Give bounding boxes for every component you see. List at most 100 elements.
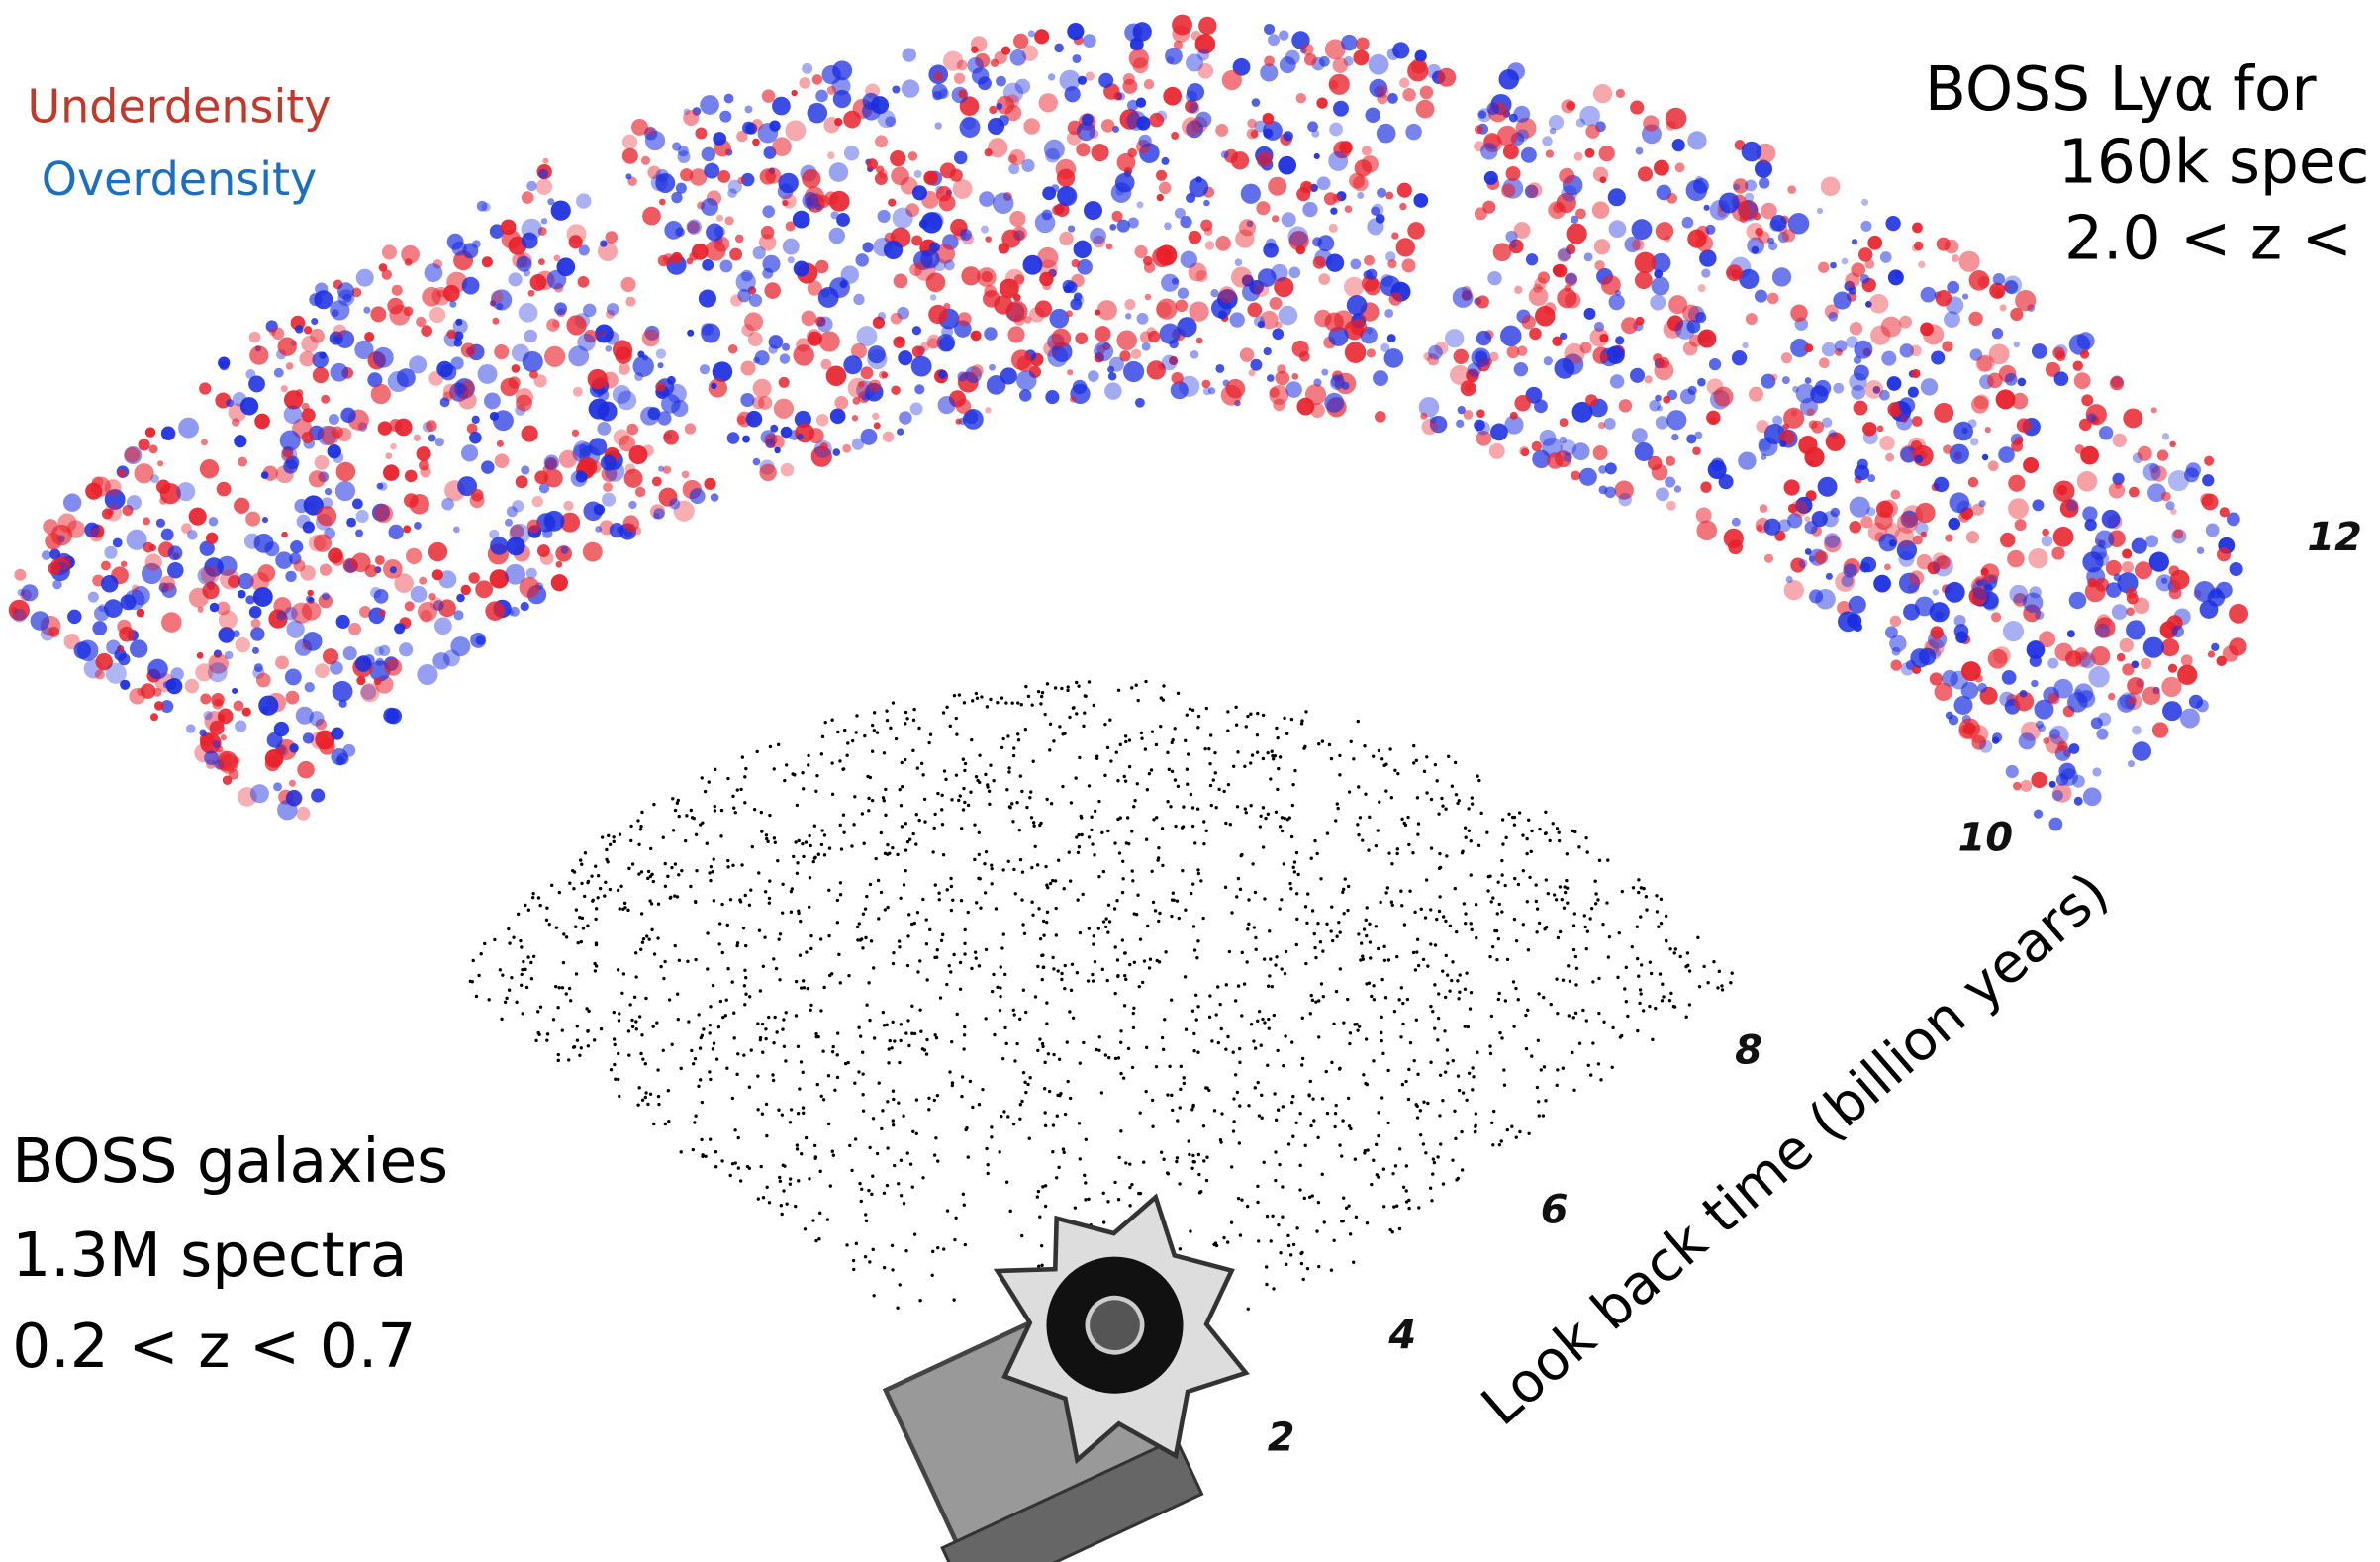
density-blob [2020, 690, 2028, 698]
density-blob [2126, 607, 2135, 616]
density-blob [979, 191, 995, 207]
density-blob [245, 512, 260, 527]
galaxy-point [868, 1146, 871, 1149]
density-blob [888, 198, 896, 206]
density-blob [2110, 376, 2124, 390]
galaxy-point [1051, 956, 1054, 959]
galaxy-point [886, 719, 889, 722]
galaxy-point [853, 795, 856, 798]
density-blob [556, 561, 563, 568]
density-blob [1864, 380, 1883, 399]
density-blob [2079, 419, 2092, 432]
density-blob [735, 235, 744, 244]
galaxy-point [881, 1109, 884, 1112]
galaxy-point [756, 1108, 759, 1111]
galaxy-point [1191, 709, 1194, 712]
density-blob [2186, 462, 2201, 477]
density-blob [1514, 395, 1531, 412]
density-blob [1172, 278, 1179, 285]
galaxy-point [1199, 879, 1202, 882]
density-blob [1221, 150, 1229, 158]
galaxy-point [797, 909, 800, 912]
galaxy-point [799, 920, 802, 923]
galaxy-point [796, 861, 799, 864]
galaxy-point [709, 1031, 712, 1034]
density-blob [1221, 385, 1242, 406]
density-blob [1616, 89, 1625, 98]
galaxy-point [1445, 854, 1448, 857]
density-blob [1052, 205, 1062, 215]
density-blob [2152, 722, 2168, 737]
density-blob [615, 346, 631, 363]
galaxy-point [644, 1096, 647, 1099]
density-blob [1189, 231, 1201, 244]
galaxy-point [1229, 823, 1232, 826]
density-blob [702, 147, 715, 161]
galaxy-point [1044, 865, 1047, 868]
galaxy-point [742, 1053, 745, 1056]
galaxy-point [1138, 985, 1141, 988]
galaxy-point [970, 967, 973, 970]
galaxy-point [1530, 1054, 1533, 1057]
galaxy-point [1665, 915, 1667, 918]
galaxy-point [1128, 1204, 1131, 1207]
galaxy-point [996, 986, 999, 989]
density-blob [106, 663, 127, 684]
density-blob [322, 592, 330, 600]
galaxy-point [1184, 739, 1187, 742]
density-blob [356, 676, 365, 685]
galaxy-point [1191, 825, 1194, 828]
galaxy-point [1424, 916, 1427, 919]
galaxy-point [1116, 974, 1119, 977]
density-blob [878, 210, 891, 223]
density-blob [719, 111, 731, 123]
galaxy-point [695, 869, 698, 872]
density-blob [1285, 381, 1302, 398]
galaxy-point [914, 842, 917, 845]
density-blob [2073, 360, 2083, 370]
galaxy-point [1275, 811, 1278, 814]
galaxy-point [936, 948, 939, 951]
galaxy-point [1240, 1014, 1243, 1017]
galaxy-point [802, 979, 805, 982]
galaxy-point [640, 1033, 643, 1036]
galaxy-point [1661, 983, 1664, 986]
density-blob [2115, 482, 2122, 489]
density-blob [343, 294, 352, 303]
density-blob [201, 566, 220, 585]
galaxy-point [1391, 904, 1394, 907]
galaxy-point [768, 1201, 771, 1204]
galaxies-spectra: 1.3M spectra [12, 1220, 407, 1291]
galaxy-point [1295, 918, 1298, 921]
galaxy-point [830, 761, 833, 764]
density-blob [940, 162, 956, 178]
galaxy-point [613, 1063, 616, 1066]
galaxy-point [736, 788, 739, 791]
density-blob [1082, 114, 1094, 126]
galaxy-point [512, 935, 515, 938]
density-blob [659, 199, 666, 206]
density-blob [1547, 452, 1564, 469]
density-blob [853, 294, 864, 305]
galaxy-point [901, 761, 904, 764]
density-blob [685, 423, 696, 434]
galaxy-point [962, 1047, 965, 1050]
galaxy-point [520, 984, 523, 987]
density-blob [1615, 336, 1624, 344]
density-blob [336, 615, 350, 629]
galaxy-point [631, 862, 634, 865]
density-blob [522, 219, 542, 240]
galaxy-point [1731, 971, 1734, 974]
galaxy-point [931, 1274, 934, 1277]
galaxy-point [1525, 852, 1528, 855]
galaxy-point [499, 968, 502, 971]
galaxy-point [1342, 1196, 1345, 1199]
density-blob [1302, 202, 1317, 217]
density-blob [981, 271, 992, 282]
galaxy-point [1040, 1244, 1043, 1247]
galaxy-point [797, 1045, 800, 1048]
density-blob [1869, 294, 1889, 314]
galaxy-point [1650, 972, 1653, 975]
galaxy-point [1696, 936, 1699, 939]
galaxy-point [1372, 1059, 1375, 1062]
